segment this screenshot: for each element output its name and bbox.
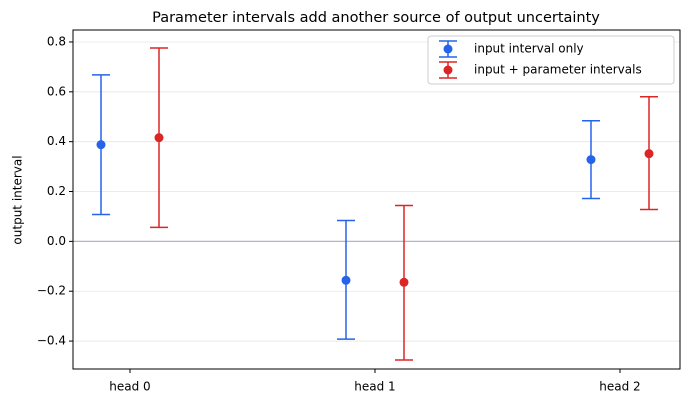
x-tick-label: head 2 — [599, 380, 640, 394]
point — [399, 277, 409, 287]
point — [154, 133, 164, 143]
legend-box — [427, 35, 675, 85]
x-tick-label: head 0 — [109, 380, 150, 394]
point — [341, 275, 351, 285]
point — [96, 140, 106, 150]
y-axis-label: output interval — [11, 155, 25, 244]
y-tick-label: 0.4 — [47, 134, 66, 148]
point — [644, 149, 654, 159]
plot-frame — [72, 29, 681, 370]
legend-marker — [443, 65, 453, 75]
legend-label: input interval only — [474, 42, 584, 56]
chart-title: Parameter intervals add another source o… — [152, 10, 600, 26]
y-tick-label: 0.8 — [47, 34, 66, 48]
y-tick-label: −0.2 — [37, 284, 66, 298]
legend-label: input + parameter intervals — [474, 63, 642, 77]
y-tick-label: 0.2 — [47, 184, 66, 198]
legend-marker — [443, 44, 453, 54]
point — [586, 155, 596, 165]
y-tick-label: 0.0 — [47, 234, 66, 248]
y-tick-label: −0.4 — [37, 334, 66, 348]
x-tick-label: head 1 — [354, 380, 395, 394]
y-tick-label: 0.6 — [47, 84, 66, 98]
